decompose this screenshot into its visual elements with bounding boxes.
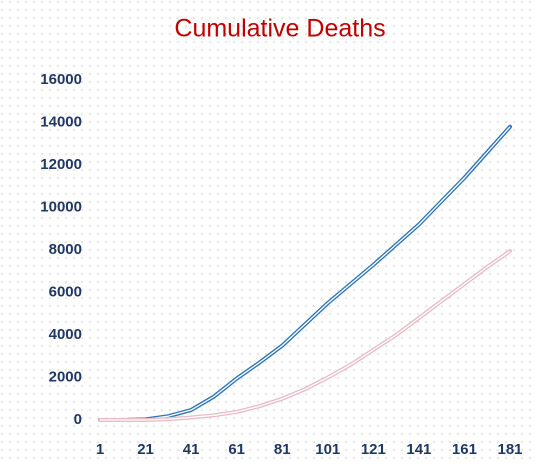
x-tick-label: 181 — [497, 441, 522, 458]
x-tick-label: 141 — [406, 441, 431, 458]
y-tick-label: 4000 — [49, 326, 82, 343]
x-tick-label: 1 — [96, 441, 104, 458]
x-tick-label: 121 — [361, 441, 386, 458]
y-tick-label: 16000 — [40, 71, 82, 88]
y-tick-label: 14000 — [40, 113, 82, 130]
x-tick-label: 101 — [315, 441, 340, 458]
x-tick-label: 161 — [452, 441, 477, 458]
series-line-highlight — [100, 250, 511, 421]
series-line-highlight — [100, 126, 511, 421]
y-tick-label: 10000 — [40, 198, 82, 215]
y-tick-label: 0 — [74, 411, 82, 428]
y-tick-label: 2000 — [49, 368, 82, 385]
chart-title: Cumulative Deaths — [174, 15, 385, 43]
x-tick-label: 41 — [183, 441, 200, 458]
y-tick-label: 12000 — [40, 156, 82, 173]
x-tick-label: 61 — [228, 441, 245, 458]
y-tick-label: 6000 — [49, 283, 82, 300]
y-tick-label: 8000 — [49, 241, 82, 258]
x-tick-label: 81 — [274, 441, 291, 458]
x-tick-label: 21 — [137, 441, 154, 458]
